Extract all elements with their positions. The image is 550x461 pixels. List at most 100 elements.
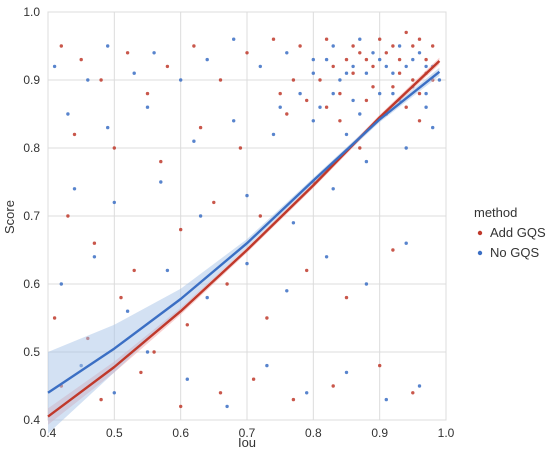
add-gqs-point	[411, 391, 415, 395]
no-gqs-point	[424, 105, 428, 109]
add-gqs-regression-line	[47, 60, 441, 418]
no-gqs-point	[159, 180, 163, 184]
no-gqs-point	[364, 282, 369, 286]
no-gqs-point	[351, 98, 355, 103]
add-gqs-point	[417, 37, 422, 41]
add-gqs-point	[258, 214, 262, 218]
no-gqs-point	[205, 295, 209, 300]
no-gqs-point	[145, 350, 150, 354]
add-gqs-point	[212, 200, 216, 205]
add-gqs-point	[397, 71, 402, 75]
no-gqs-point	[324, 255, 329, 259]
no-gqs-point	[192, 139, 196, 143]
add-gqs-point	[324, 37, 329, 41]
legend-marker-no-gqs	[477, 250, 483, 256]
no-gqs-point	[417, 51, 422, 55]
no-gqs-confidence-band	[48, 67, 440, 434]
add-gqs-point	[411, 78, 415, 82]
no-gqs-point	[318, 105, 322, 109]
add-gqs-point	[179, 227, 183, 232]
no-gqs-point	[358, 37, 362, 41]
add-gqs-point	[331, 384, 335, 388]
no-gqs-point	[378, 91, 382, 96]
no-gqs-point	[165, 268, 170, 273]
no-gqs-point	[271, 132, 276, 137]
add-gqs-point	[72, 132, 77, 137]
add-gqs-point	[112, 146, 117, 150]
no-gqs-point	[424, 64, 428, 69]
add-gqs-point	[159, 159, 163, 164]
y-tick-label: 1.0	[23, 5, 40, 19]
x-tick-label: 0.4	[40, 426, 57, 440]
add-gqs-point	[338, 119, 342, 123]
no-gqs-point	[344, 71, 349, 75]
legend-title: method	[474, 205, 517, 220]
add-gqs-point	[371, 64, 375, 69]
add-gqs-point	[238, 146, 243, 150]
legend-marker-add-gqs	[477, 230, 483, 236]
no-gqs-point	[331, 187, 335, 191]
add-gqs-point	[417, 119, 422, 123]
add-gqs-point	[179, 404, 183, 409]
add-gqs-point	[344, 57, 349, 62]
add-gqs-point	[198, 125, 203, 130]
no-gqs-point	[265, 363, 269, 368]
add-gqs-point	[378, 363, 382, 368]
add-gqs-point	[351, 44, 355, 48]
no-gqs-point	[311, 57, 315, 62]
no-gqs-point	[185, 377, 189, 381]
x-axis-label: Iou	[238, 435, 256, 450]
no-gqs-point	[198, 214, 203, 218]
no-gqs-point	[378, 57, 382, 62]
y-axis-label: Score	[2, 200, 17, 234]
no-gqs-point	[384, 397, 388, 402]
no-gqs-point	[86, 78, 90, 82]
add-gqs-point	[384, 51, 388, 55]
add-gqs-point	[338, 91, 342, 96]
y-tick-label: 0.9	[23, 73, 40, 87]
no-gqs-point	[324, 57, 329, 62]
add-gqs-point	[358, 146, 362, 150]
add-gqs-point	[132, 268, 136, 273]
add-gqs-point	[145, 91, 150, 96]
no-gqs-point	[431, 125, 435, 130]
no-gqs-point	[72, 187, 77, 191]
no-gqs-point	[59, 282, 63, 286]
add-gqs-point	[305, 98, 309, 103]
y-tick-label: 0.8	[23, 141, 40, 155]
no-gqs-point	[404, 241, 408, 245]
add-gqs-point	[291, 78, 296, 82]
add-gqs-point	[411, 44, 415, 48]
no-gqs-point	[364, 159, 369, 164]
add-gqs-point	[125, 51, 130, 55]
no-gqs-point	[305, 391, 309, 395]
no-gqs-point	[291, 221, 296, 225]
no-gqs-point	[391, 71, 395, 75]
y-axis-ticks: 0.4 0.5 0.6 0.7 0.8 0.9 1.0	[23, 5, 40, 427]
add-gqs-point	[417, 91, 422, 96]
y-tick-label: 0.7	[23, 209, 40, 223]
no-gqs-point	[397, 44, 402, 48]
add-gqs-point	[371, 85, 375, 89]
add-gqs-point	[431, 44, 435, 48]
add-gqs-point	[278, 91, 282, 96]
add-gqs-point	[318, 78, 322, 82]
add-gqs-point	[391, 44, 395, 48]
x-tick-label: 0.5	[106, 426, 123, 440]
x-tick-label: 0.9	[371, 426, 388, 440]
no-gqs-point	[278, 105, 282, 109]
no-gqs-point	[92, 255, 97, 259]
x-tick-label: 1.0	[438, 426, 455, 440]
add-gqs-point	[298, 44, 302, 48]
no-gqs-point	[364, 71, 369, 75]
no-gqs-point	[125, 309, 130, 313]
no-gqs-point	[258, 64, 262, 69]
add-gqs-point	[218, 391, 223, 395]
add-gqs-point	[397, 57, 402, 62]
no-gqs-point	[351, 64, 355, 69]
no-gqs-point	[106, 44, 110, 48]
no-gqs-point	[344, 370, 349, 375]
add-gqs-point	[79, 57, 83, 62]
add-gqs-point	[364, 98, 369, 103]
x-tick-label: 0.8	[305, 426, 322, 440]
